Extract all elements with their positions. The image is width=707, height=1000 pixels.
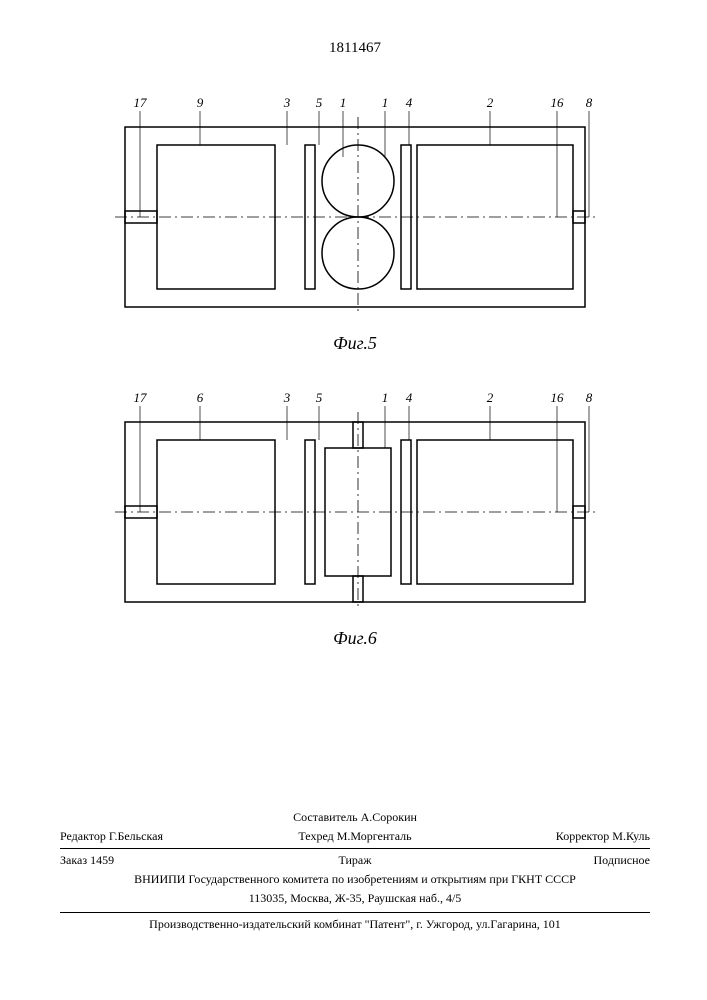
order-row: Заказ 1459 Тираж Подписное [60, 848, 650, 872]
addr-line-1: 113035, Москва, Ж-35, Раушская наб., 4/5 [60, 891, 650, 906]
figure-6-caption: Фиг.6 [60, 628, 650, 649]
svg-text:6: 6 [197, 390, 204, 405]
corrector-name: М.Куль [612, 829, 650, 843]
svg-text:2: 2 [487, 390, 494, 405]
svg-text:1: 1 [340, 95, 347, 110]
svg-text:3: 3 [283, 390, 291, 405]
svg-text:4: 4 [406, 390, 413, 405]
order-label: Заказ [60, 853, 87, 867]
svg-text:16: 16 [551, 390, 565, 405]
svg-text:2: 2 [487, 95, 494, 110]
techred-name: М.Моргенталь [337, 829, 412, 843]
svg-text:1: 1 [382, 390, 389, 405]
credits-row-1: Составитель А.Сорокин [60, 800, 650, 829]
svg-text:16: 16 [551, 95, 565, 110]
techred-label: Техред [298, 829, 333, 843]
svg-text:8: 8 [586, 95, 593, 110]
footer-block: Составитель А.Сорокин Редактор Г.Бельска… [60, 800, 650, 932]
org-line-1: ВНИИПИ Государственного комитета по изоб… [60, 872, 650, 891]
svg-text:8: 8 [586, 390, 593, 405]
figure-5-svg: 17 9 3 5 1 1 4 2 16 8 [85, 87, 625, 327]
svg-text:1: 1 [382, 95, 389, 110]
org-line-2: Производственно-издательский комбинат "П… [60, 913, 650, 932]
figure-6-svg: 17 6 3 5 1 4 2 16 8 [85, 382, 625, 622]
patent-number: 1811467 [60, 40, 650, 57]
svg-text:9: 9 [197, 95, 204, 110]
svg-text:17: 17 [134, 95, 148, 110]
editor-name: Г.Бельская [109, 829, 163, 843]
order-number: 1459 [90, 853, 114, 867]
svg-text:17: 17 [134, 390, 148, 405]
figure-6: 17 6 3 5 1 4 2 16 8 Фиг.6 [60, 382, 650, 649]
svg-text:4: 4 [406, 95, 413, 110]
compiler-label: Составитель [293, 810, 357, 824]
page: 1811467 179351142168 Фиг.5 [60, 40, 650, 677]
figure-5-caption: Фиг.5 [60, 333, 650, 354]
compiler-name: А.Сорокин [361, 810, 417, 824]
svg-text:3: 3 [283, 95, 291, 110]
editor-label: Редактор [60, 829, 106, 843]
credits-row-2: Редактор Г.Бельская Техред М.Моргенталь … [60, 829, 650, 848]
svg-text:5: 5 [316, 390, 323, 405]
subscribe-label: Подписное [453, 853, 650, 868]
tirage-label: Тираж [257, 853, 454, 868]
figure-5: 17 9 3 5 1 1 4 2 16 8 Фиг.5 [60, 87, 650, 354]
svg-text:5: 5 [316, 95, 323, 110]
corrector-label: Корректор [556, 829, 610, 843]
